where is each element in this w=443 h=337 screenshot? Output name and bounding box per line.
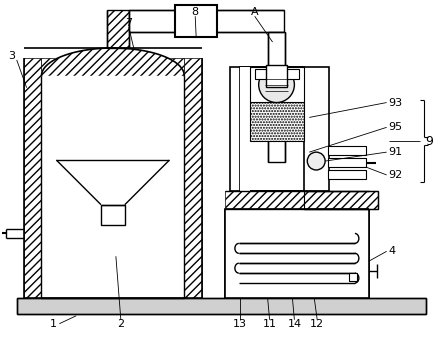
Text: 95: 95 bbox=[389, 122, 403, 132]
Bar bbox=[304, 191, 378, 209]
Bar bbox=[23, 58, 42, 298]
Text: 91: 91 bbox=[389, 147, 403, 157]
Bar bbox=[237, 286, 357, 298]
Text: 93: 93 bbox=[389, 97, 403, 108]
Bar bbox=[107, 10, 129, 48]
Text: 14: 14 bbox=[288, 319, 301, 329]
Text: 9: 9 bbox=[425, 135, 433, 148]
Bar bbox=[225, 209, 237, 298]
Bar bbox=[101, 205, 125, 224]
Text: 13: 13 bbox=[233, 319, 247, 329]
Text: A: A bbox=[251, 7, 259, 17]
Circle shape bbox=[259, 67, 295, 102]
Bar bbox=[42, 58, 184, 76]
Circle shape bbox=[307, 152, 325, 170]
Bar bbox=[240, 67, 304, 191]
Polygon shape bbox=[56, 160, 169, 205]
Bar bbox=[328, 170, 366, 179]
Bar bbox=[230, 67, 329, 191]
Bar bbox=[268, 32, 285, 162]
Bar bbox=[175, 5, 217, 37]
Text: 1: 1 bbox=[50, 319, 57, 329]
Bar bbox=[237, 209, 357, 221]
Bar bbox=[184, 58, 202, 298]
Text: 8: 8 bbox=[192, 7, 199, 17]
Bar bbox=[328, 146, 366, 155]
Bar bbox=[255, 69, 299, 79]
Bar bbox=[225, 191, 369, 209]
Bar bbox=[250, 67, 304, 101]
Text: 92: 92 bbox=[389, 170, 403, 180]
Bar bbox=[266, 65, 288, 87]
Bar bbox=[250, 101, 304, 141]
Bar bbox=[129, 10, 284, 32]
Text: 3: 3 bbox=[8, 51, 15, 61]
Bar bbox=[357, 209, 369, 298]
Text: 4: 4 bbox=[389, 246, 396, 256]
Text: 7: 7 bbox=[125, 18, 132, 28]
Text: 2: 2 bbox=[117, 319, 124, 329]
Bar bbox=[328, 158, 366, 167]
Text: 12: 12 bbox=[310, 319, 324, 329]
Bar bbox=[225, 209, 369, 298]
Polygon shape bbox=[42, 48, 184, 76]
Bar bbox=[17, 298, 426, 314]
Bar bbox=[240, 67, 250, 191]
Text: 11: 11 bbox=[263, 319, 276, 329]
Bar bbox=[250, 101, 304, 141]
Bar bbox=[349, 273, 357, 281]
